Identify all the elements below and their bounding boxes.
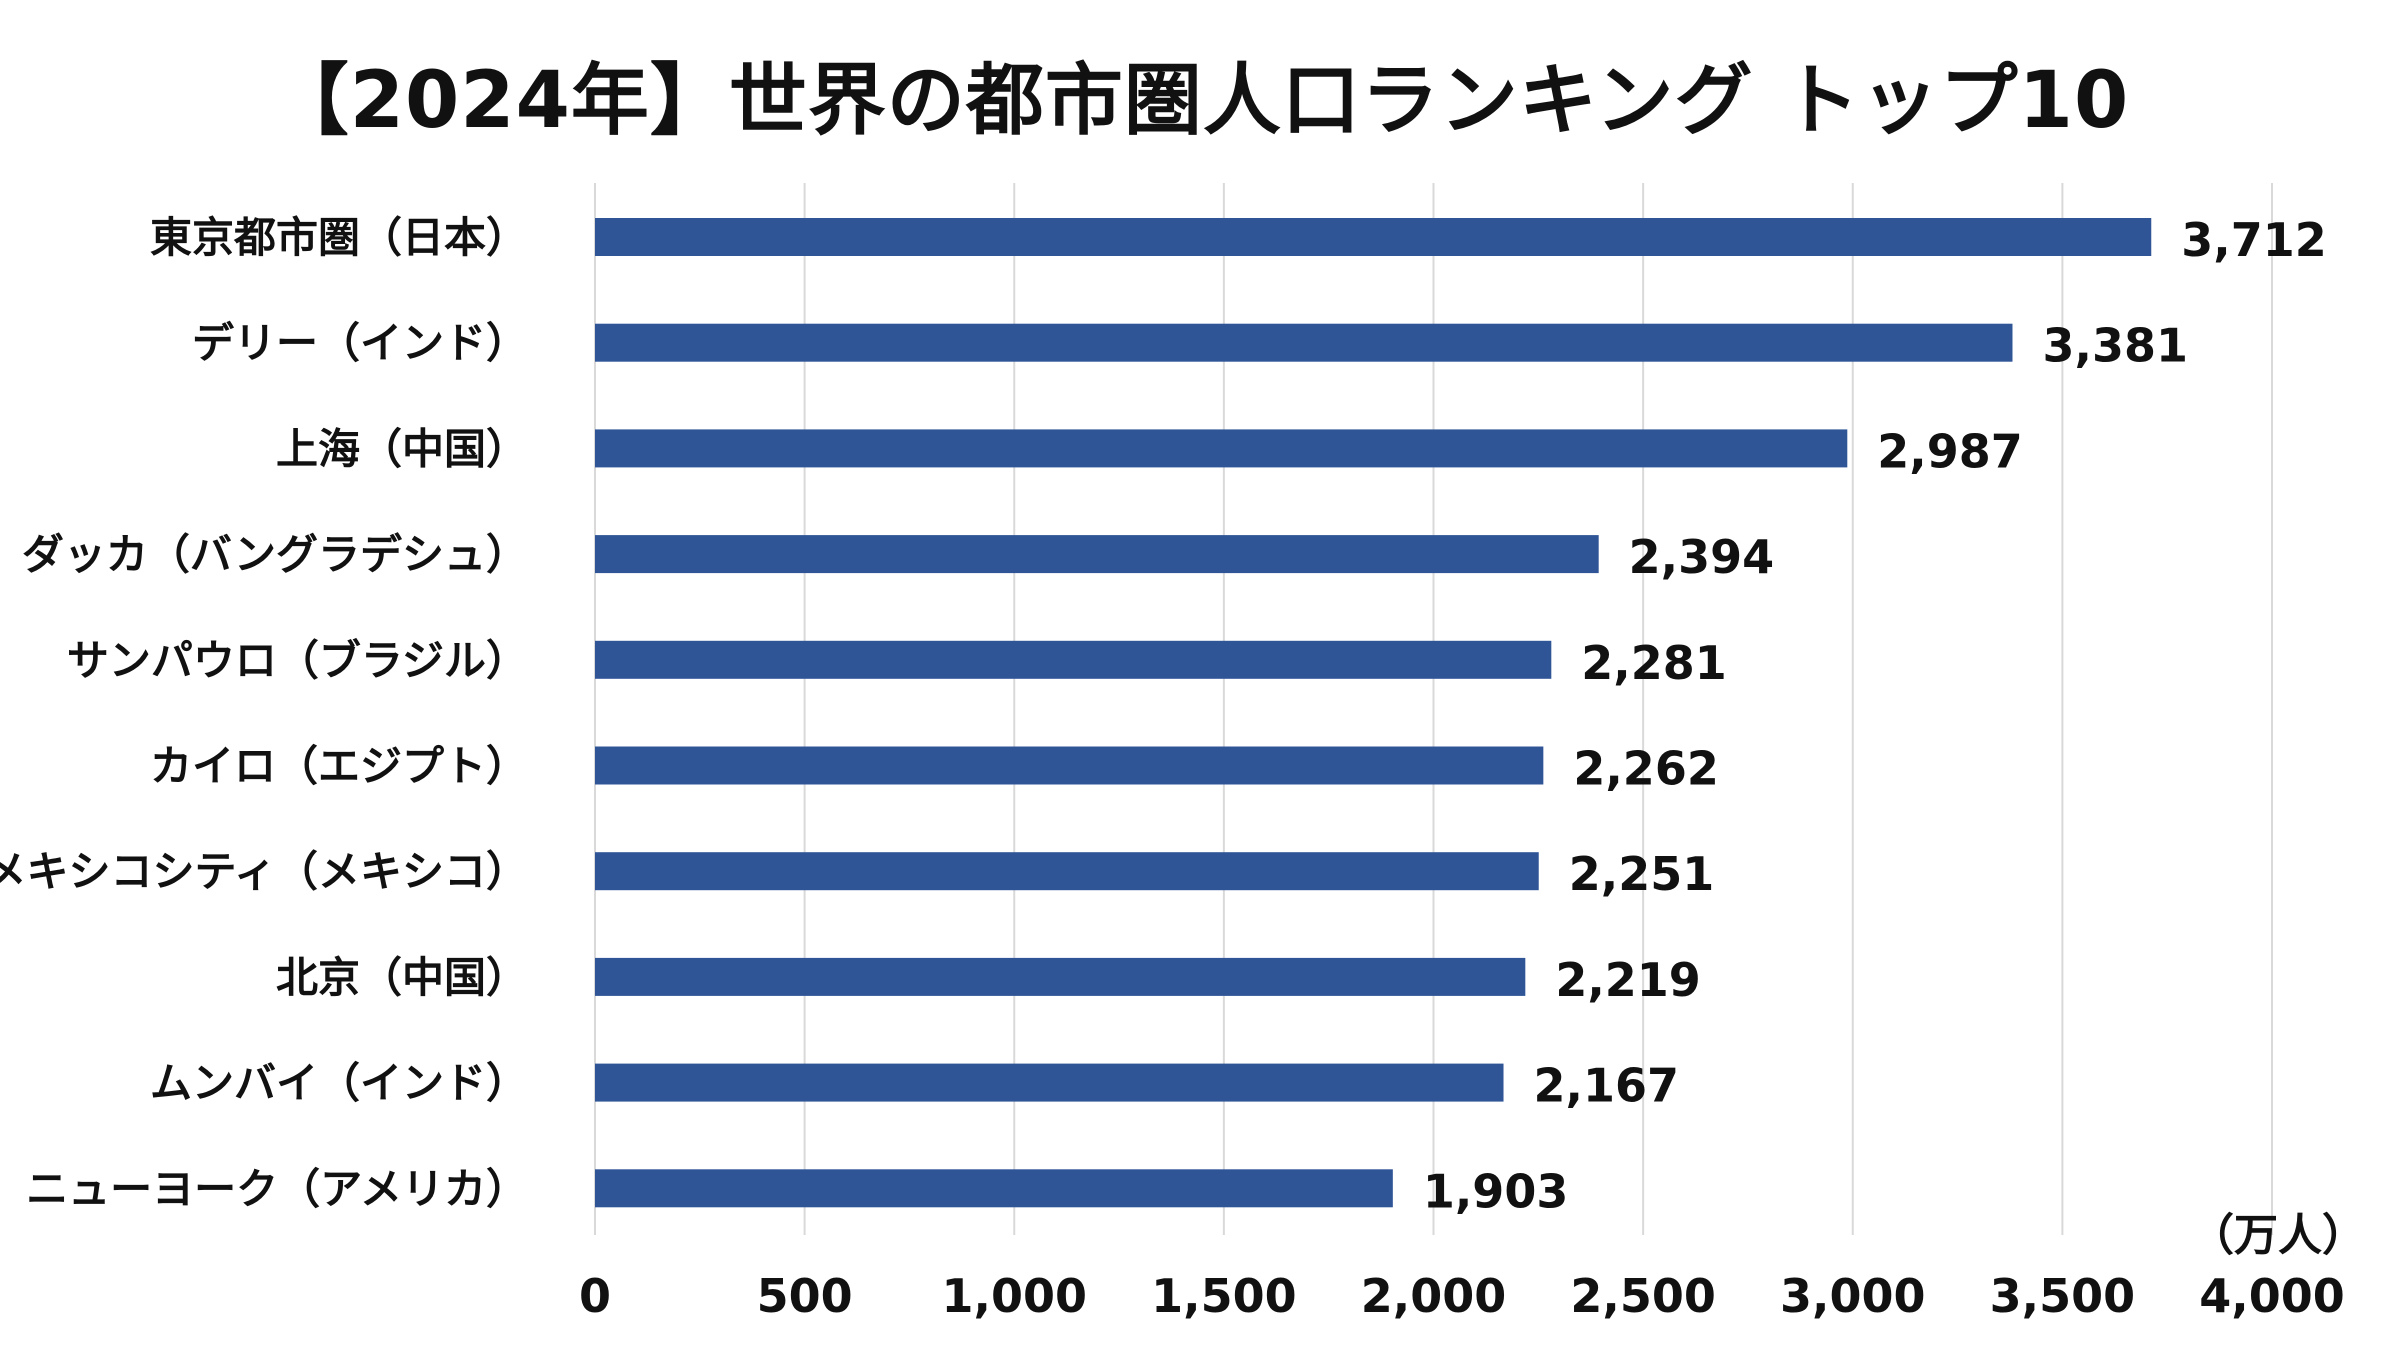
category-label: メキシコシティ（メキシコ） xyxy=(0,847,528,896)
x-tick-label: 1,500 xyxy=(1151,1269,1297,1323)
bar xyxy=(595,640,1552,679)
bars xyxy=(595,218,2152,1208)
x-tick-label: 2,000 xyxy=(1361,1269,1507,1323)
category-label: ダッカ（バングラデシュ） xyxy=(22,530,528,579)
x-tick-label: 1,000 xyxy=(941,1269,1087,1323)
category-label: デリー（インド） xyxy=(192,319,528,368)
data-label: 2,219 xyxy=(1555,953,1701,1007)
data-label: 2,987 xyxy=(1877,424,2023,478)
unit-label: （万人） xyxy=(2190,1210,2366,1261)
data-label: 1,903 xyxy=(1423,1164,1569,1218)
chart-title: 【2024年】世界の都市圏人口ランキング トップ10 xyxy=(270,56,2130,146)
data-label: 2,167 xyxy=(1534,1059,1680,1113)
category-label: ムンバイ（インド） xyxy=(150,1059,528,1108)
bar xyxy=(595,1063,1504,1102)
bar xyxy=(595,852,1539,891)
category-labels: 東京都市圏（日本） デリー（インド） 上海（中国） ダッカ（バングラデシュ） サンパウロ… xyxy=(0,213,528,1213)
bar xyxy=(595,957,1526,996)
category-label: 東京都市圏（日本） xyxy=(150,213,528,262)
x-tick-label: 3,000 xyxy=(1780,1269,1926,1323)
category-label: ニューヨーク（アメリカ） xyxy=(26,1164,528,1213)
bar xyxy=(595,323,2013,362)
x-tick-label: 500 xyxy=(757,1269,853,1323)
data-label: 2,394 xyxy=(1629,530,1775,584)
data-labels: 3,712 3,381 2,987 2,394 2,281 2,262 2,251 2,219… xyxy=(1423,213,2327,1218)
x-tick-label: 4,000 xyxy=(2199,1269,2345,1323)
bar xyxy=(595,218,2152,256)
category-label: サンパウロ（ブラジル） xyxy=(67,636,528,685)
data-label: 2,281 xyxy=(1581,636,1727,690)
bar xyxy=(595,1169,1393,1208)
category-label: カイロ（エジプト） xyxy=(150,742,528,791)
category-label: 北京（中国） xyxy=(276,953,528,1002)
x-tick-label: 3,500 xyxy=(1990,1269,2136,1323)
x-axis-ticks: 0 500 1,000 1,500 2,000 2,500 3,000 3,500 4,000 xyxy=(579,1269,2345,1323)
category-label: 上海（中国） xyxy=(276,424,528,473)
data-label: 2,262 xyxy=(1573,742,1719,796)
bar xyxy=(595,429,1848,468)
bar xyxy=(595,746,1544,785)
bar xyxy=(595,535,1599,574)
data-label: 3,712 xyxy=(2181,213,2327,267)
x-tick-label: 0 xyxy=(579,1269,611,1323)
data-label: 3,381 xyxy=(2042,319,2188,373)
x-tick-label: 2,500 xyxy=(1570,1269,1716,1323)
data-label: 2,251 xyxy=(1569,847,1715,901)
